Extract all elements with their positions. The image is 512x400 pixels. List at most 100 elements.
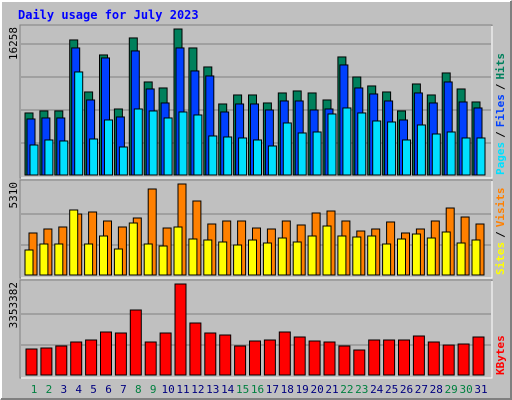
chart-title: Daily usage for July 2023 [18, 8, 199, 22]
bar [29, 144, 39, 176]
y-tick-label: 3353382 [7, 282, 20, 328]
x-tick-label: 16 [251, 383, 264, 396]
x-tick-label: 3 [60, 383, 67, 396]
bar [223, 136, 233, 176]
bar [461, 137, 471, 176]
x-tick-label: 2 [46, 383, 53, 396]
bar [203, 239, 213, 276]
bar [472, 336, 485, 376]
x-tick-label: 21 [325, 383, 338, 396]
legend-separator: / [494, 131, 507, 138]
bar [253, 139, 262, 176]
bar [178, 111, 188, 176]
x-tick-label: 25 [385, 383, 398, 396]
bar [163, 117, 173, 176]
bar [277, 237, 287, 276]
bar [100, 331, 112, 376]
bar [54, 243, 64, 276]
bar [118, 146, 128, 176]
bar [148, 110, 158, 176]
bar [188, 238, 198, 276]
x-tick-label: 30 [459, 383, 472, 396]
legend-entry: Hits [494, 53, 507, 80]
bar [411, 233, 421, 276]
bar [173, 226, 183, 276]
bar [262, 242, 272, 276]
x-tick-label: 15 [236, 383, 249, 396]
bar [382, 243, 392, 276]
x-tick-label: 28 [430, 383, 443, 396]
bar [59, 140, 69, 176]
x-tick-label: 11 [176, 383, 189, 396]
panel-bevel [21, 181, 493, 279]
bar [267, 145, 277, 176]
bar [293, 336, 306, 376]
bar [193, 114, 203, 176]
x-tick-label: 18 [281, 383, 294, 396]
x-tick-label: 23 [355, 383, 368, 396]
x-tick-label: 27 [415, 383, 428, 396]
legend: Sites / Visits [494, 188, 507, 276]
bar [25, 348, 38, 376]
bar [128, 222, 138, 276]
bar [219, 334, 232, 376]
bar [144, 341, 157, 376]
bar [427, 341, 440, 376]
bar [99, 235, 108, 276]
bar [104, 119, 113, 176]
bar [129, 309, 142, 376]
bar [367, 235, 377, 276]
x-tick-label: 24 [370, 383, 384, 396]
panel-bevel [21, 281, 493, 379]
bar [24, 249, 34, 276]
bar [113, 248, 123, 276]
bar [248, 239, 257, 276]
bar [159, 332, 172, 376]
legend-separator: / [494, 83, 507, 90]
bar [387, 121, 397, 176]
bar [322, 225, 332, 276]
bar [84, 243, 94, 276]
x-tick-label: 31 [474, 383, 487, 396]
panel-bevel [21, 26, 493, 179]
bar [446, 131, 456, 176]
bar [70, 341, 83, 376]
bar [312, 131, 322, 176]
bar [39, 243, 49, 276]
x-tick-label: 1 [31, 383, 38, 396]
x-tick-label: 13 [206, 383, 219, 396]
bar [74, 71, 84, 176]
bar [114, 332, 127, 376]
bar [471, 239, 481, 276]
x-tick-label: 17 [266, 383, 279, 396]
x-tick-label: 19 [296, 383, 309, 396]
bar [174, 283, 187, 376]
x-tick-label: 20 [310, 383, 323, 396]
bar [416, 124, 426, 176]
x-tick-label: 5 [90, 383, 97, 396]
legend-entry: Visits [494, 188, 507, 228]
bar [278, 331, 291, 376]
legend-separator: / [494, 231, 507, 238]
bar [353, 349, 366, 376]
bar [44, 139, 54, 176]
bar [456, 242, 466, 276]
x-tick-label: 26 [400, 383, 413, 396]
legend-entry: Sites [494, 242, 507, 275]
legend: KBytes [494, 335, 507, 375]
bar [431, 133, 441, 176]
bar [352, 236, 362, 276]
bar [372, 120, 382, 176]
bar [234, 345, 247, 376]
x-tick-label: 6 [105, 383, 112, 396]
bar [476, 137, 486, 176]
legend-entry: Files [494, 94, 507, 127]
bar [457, 343, 470, 376]
bar [40, 347, 53, 376]
bar [218, 241, 228, 276]
bar [143, 243, 153, 276]
x-tick-label: 7 [120, 383, 127, 396]
bar [282, 122, 292, 176]
x-tick-label: 10 [161, 383, 174, 396]
